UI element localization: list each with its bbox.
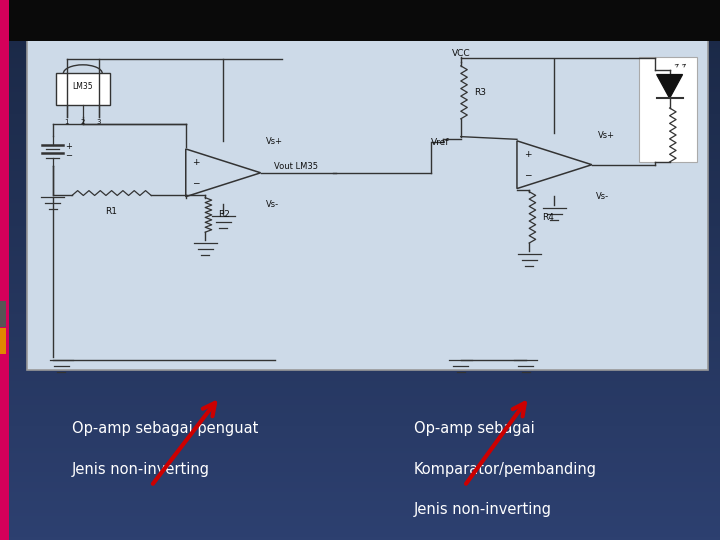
Bar <box>56 73 110 105</box>
Text: Vs+: Vs+ <box>598 131 615 139</box>
Text: +: + <box>523 150 531 159</box>
Bar <box>0 0 9 540</box>
Text: Vref: Vref <box>431 138 449 146</box>
Text: Vs+: Vs+ <box>266 137 284 146</box>
Text: Vs-: Vs- <box>596 192 609 200</box>
Text: R4: R4 <box>542 213 554 222</box>
Text: −: − <box>66 151 73 160</box>
Text: LM35: LM35 <box>73 82 93 91</box>
Text: Jenis non-inverting: Jenis non-inverting <box>414 502 552 517</box>
Text: VCC: VCC <box>451 50 470 58</box>
Text: 1: 1 <box>65 119 69 125</box>
Text: Op-amp sebagai penguat: Op-amp sebagai penguat <box>72 421 258 436</box>
Bar <box>0 301 6 327</box>
Text: R2: R2 <box>218 211 230 219</box>
Text: Jenis non-inverting: Jenis non-inverting <box>72 462 210 477</box>
FancyBboxPatch shape <box>27 24 708 370</box>
Polygon shape <box>657 75 683 98</box>
Text: −: − <box>192 178 200 187</box>
Bar <box>639 57 697 162</box>
Text: Op-amp sebagai: Op-amp sebagai <box>414 421 535 436</box>
Text: +: + <box>66 143 73 151</box>
Text: 3: 3 <box>96 119 101 125</box>
Bar <box>0 328 6 354</box>
Text: Vout LM35: Vout LM35 <box>274 162 318 171</box>
Text: −: − <box>523 170 531 179</box>
Text: 2: 2 <box>81 119 85 125</box>
Text: R3: R3 <box>474 88 486 97</box>
Text: +: + <box>192 158 200 167</box>
Bar <box>0 0 720 40</box>
Text: Vs-: Vs- <box>266 200 279 208</box>
Text: Komparator/pembanding: Komparator/pembanding <box>414 462 597 477</box>
Text: R1: R1 <box>106 207 117 217</box>
